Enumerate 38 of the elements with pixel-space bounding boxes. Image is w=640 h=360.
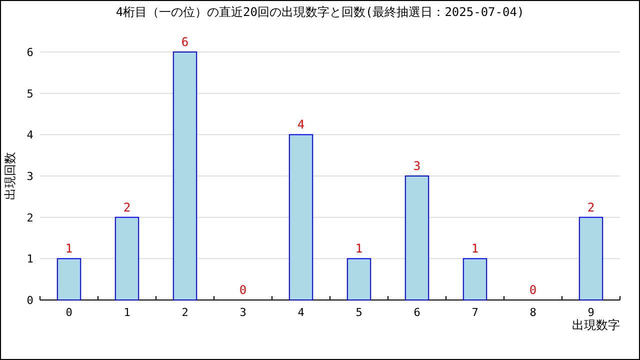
x-tick-label: 8 [530,306,536,319]
y-tick-label: 3 [26,170,34,183]
bar [56,258,82,300]
x-tick-label: 3 [240,306,246,319]
data-label: 1 [471,242,479,256]
data-label: 2 [587,200,595,214]
x-tick-label: 1 [124,306,130,319]
x-tick-label: 6 [414,306,420,319]
bar [578,216,604,300]
x-tick-label: 2 [182,306,188,319]
bar [346,258,372,300]
bar [114,216,140,300]
x-tick-label: 5 [356,306,362,319]
bar [172,52,198,300]
bar [462,258,488,300]
data-label: 1 [355,242,363,256]
chart-title: 4桁目（一の位）の直近20回の出現数字と回数(最終抽選日：2025-07-04) [116,5,524,19]
data-label: 3 [413,159,421,173]
data-label: 6 [181,35,189,49]
x-tick-label: 4 [298,306,305,319]
y-tick-label: 0 [26,294,34,307]
x-tick-label: 0 [66,306,72,319]
x-tick-label: 9 [588,306,594,319]
y-tick-label: 6 [26,46,34,59]
bar [404,176,430,300]
y-tick-label: 4 [26,128,34,142]
bar [288,134,314,300]
x-tick-label: 7 [472,306,478,319]
y-tick-label: 1 [26,252,34,266]
data-label: 4 [297,118,305,132]
x-axis-title: 出現数字 [572,318,620,332]
data-label: 1 [65,242,73,256]
y-tick-label: 5 [26,87,34,100]
data-label: 0 [239,283,247,297]
data-label: 0 [529,283,537,297]
y-axis-title: 出現回数 [3,152,17,200]
y-tick-label: 2 [26,211,34,224]
data-label: 2 [123,200,131,214]
